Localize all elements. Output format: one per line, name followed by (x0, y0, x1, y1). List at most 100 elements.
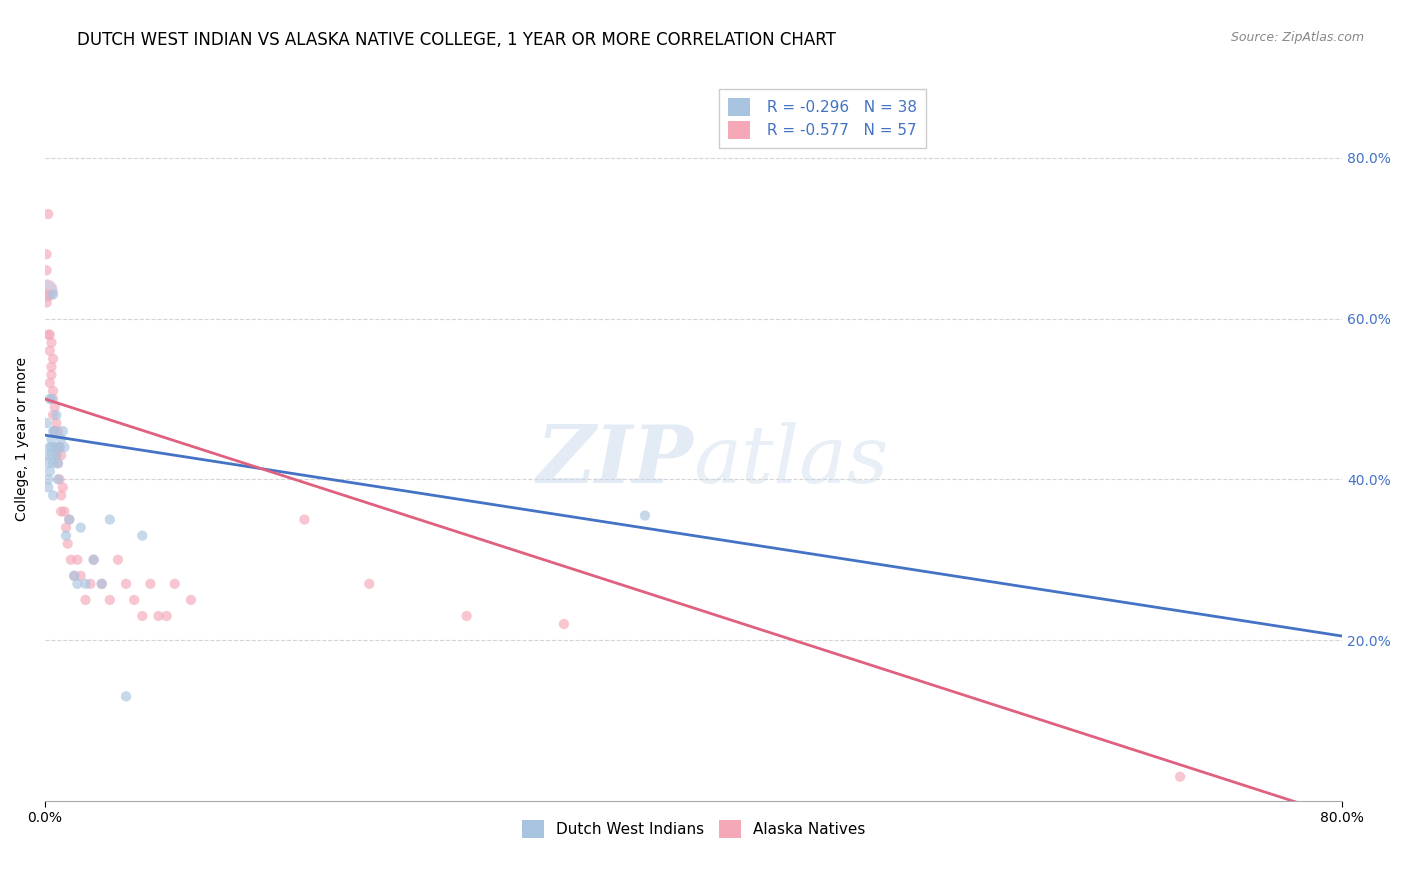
Point (51, 432, 73, 446)
Point (63, 569, 86, 583)
Point (35, 247, 58, 261)
Point (163, 577, 186, 591)
Point (38, 464, 60, 478)
Point (46, 456, 69, 470)
Text: ZIP: ZIP (537, 422, 693, 500)
Point (75, 593, 97, 607)
Point (83, 553, 105, 567)
Point (37, 287, 59, 301)
Point (41, 335, 63, 350)
Point (35, 284, 58, 298)
Point (69, 569, 91, 583)
Point (46, 424, 69, 438)
Point (41, 368, 63, 382)
Point (42, 424, 65, 438)
Point (359, 577, 381, 591)
Point (44, 400, 66, 414)
Text: Source: ZipAtlas.com: Source: ZipAtlas.com (1230, 31, 1364, 45)
Point (79, 577, 101, 591)
Point (155, 609, 177, 624)
Point (52, 424, 75, 438)
Legend: Dutch West Indians, Alaska Natives: Dutch West Indians, Alaska Natives (516, 814, 872, 844)
Point (35, 263, 58, 277)
Point (41, 440, 63, 454)
Point (42, 456, 65, 470)
Point (53, 440, 76, 454)
Point (139, 577, 162, 591)
Point (56, 536, 79, 550)
Point (456, 609, 478, 624)
Y-axis label: College, 1 year or more: College, 1 year or more (15, 357, 30, 521)
Point (46, 440, 69, 454)
Point (48, 472, 70, 486)
Point (90, 577, 112, 591)
Point (115, 577, 138, 591)
Point (37, 472, 59, 486)
Point (41, 432, 63, 446)
Point (35, 284, 58, 298)
Point (294, 512, 316, 526)
Point (41, 359, 63, 374)
Point (41, 448, 63, 462)
Point (38, 392, 60, 406)
Point (35, 295, 58, 310)
Point (180, 593, 202, 607)
Point (37, 480, 59, 494)
Point (44, 424, 66, 438)
Point (45, 416, 67, 430)
Point (38, 343, 60, 358)
Point (48, 440, 70, 454)
Text: atlas: atlas (693, 422, 889, 500)
Point (122, 593, 145, 607)
Point (35, 448, 58, 462)
Point (634, 508, 657, 523)
Point (58, 512, 80, 526)
Point (41, 392, 63, 406)
Point (59, 553, 82, 567)
Point (75, 577, 97, 591)
Point (66, 577, 89, 591)
Point (42, 287, 65, 301)
Point (44, 424, 66, 438)
Point (98, 593, 121, 607)
Point (90, 577, 112, 591)
Point (51, 488, 73, 502)
Point (42, 392, 65, 406)
Point (107, 553, 129, 567)
Point (45, 448, 67, 462)
Point (131, 609, 153, 624)
Point (51, 448, 73, 462)
Point (42, 384, 65, 398)
Point (52, 480, 75, 494)
Point (115, 690, 138, 704)
Point (42, 351, 65, 366)
Point (42, 488, 65, 502)
Point (37, 456, 59, 470)
Point (44, 424, 66, 438)
Point (53, 504, 76, 518)
Point (48, 440, 70, 454)
Point (35, 416, 58, 430)
Point (55, 520, 77, 534)
Point (148, 609, 170, 624)
Point (37, 327, 59, 342)
Point (38, 376, 60, 390)
Point (69, 520, 91, 534)
Point (131, 528, 153, 542)
Point (55, 528, 77, 542)
Point (83, 553, 105, 567)
Point (46, 472, 69, 486)
Point (38, 327, 60, 342)
Text: DUTCH WEST INDIAN VS ALASKA NATIVE COLLEGE, 1 YEAR OR MORE CORRELATION CHART: DUTCH WEST INDIAN VS ALASKA NATIVE COLLE… (77, 31, 837, 49)
Point (44, 440, 66, 454)
Point (45, 408, 67, 422)
Point (63, 569, 86, 583)
Point (51, 504, 73, 518)
Point (98, 512, 121, 526)
Point (37, 207, 59, 221)
Point (66, 553, 89, 567)
Point (46, 456, 69, 470)
Point (42, 408, 65, 422)
Point (38, 440, 60, 454)
Point (1168, 770, 1191, 784)
